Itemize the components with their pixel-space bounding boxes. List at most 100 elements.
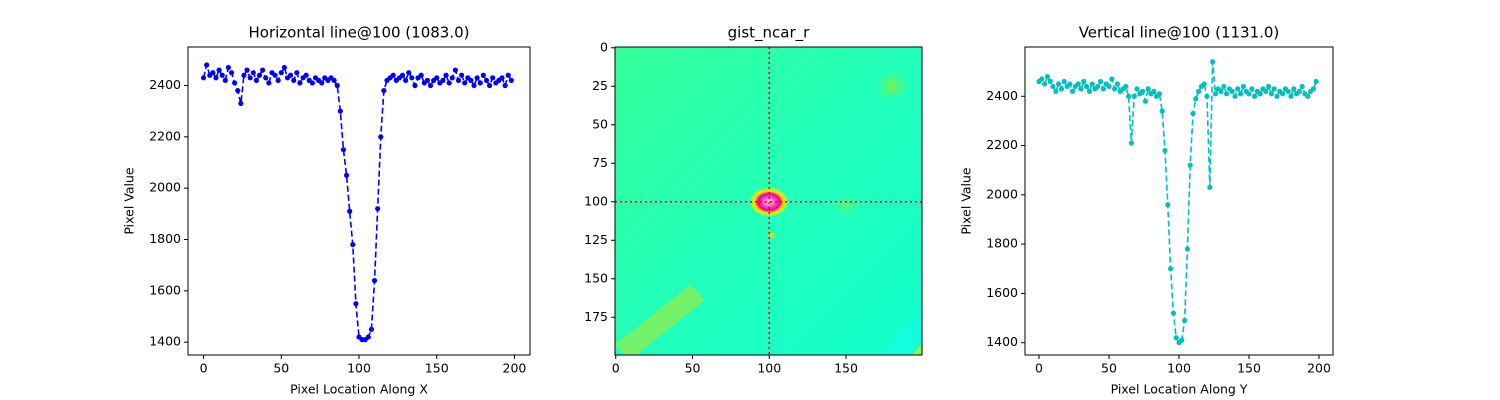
data-point [1229, 88, 1235, 94]
chart-title: gist_ncar_r [728, 24, 810, 43]
data-point [200, 75, 207, 81]
x-tick-label: 0 [1035, 361, 1043, 376]
data-point [459, 72, 465, 78]
data-point [228, 70, 235, 76]
data-point [278, 70, 284, 76]
data-point [1131, 93, 1137, 99]
x-tick-label: 150 [425, 361, 449, 376]
data-point [490, 75, 496, 81]
data-point [418, 72, 424, 78]
data-point [1252, 93, 1258, 99]
data-point [1123, 83, 1129, 90]
y-tick-label: 175 [584, 309, 608, 324]
data-point [1190, 110, 1196, 117]
y-tick-label: 2400 [986, 88, 1018, 103]
data-point [353, 301, 359, 307]
y-tick-label: 2200 [149, 128, 181, 143]
data-point [1089, 81, 1095, 87]
y-tick-label: 50 [592, 116, 608, 131]
data-point [1075, 81, 1081, 87]
data-point [1145, 86, 1151, 92]
data-point [334, 82, 340, 89]
data-point [1086, 88, 1092, 94]
data-point [275, 77, 281, 83]
data-point [1235, 86, 1241, 92]
data-point [1268, 91, 1274, 97]
data-point [1078, 86, 1084, 92]
y-tick-label: 1800 [149, 231, 181, 246]
data-point [253, 77, 259, 83]
data-point [452, 67, 458, 73]
data-point [1039, 76, 1045, 82]
data-point [443, 72, 449, 78]
data-point [1126, 93, 1132, 99]
data-point [399, 72, 406, 78]
data-point [244, 67, 250, 73]
chart-title: Horizontal line@100 (1083.0) [248, 24, 469, 42]
x-tick-label: 200 [1307, 361, 1331, 376]
y-tick-label: 1400 [149, 334, 181, 349]
data-point [1140, 88, 1146, 94]
data-point [1299, 83, 1305, 90]
data-point [483, 77, 490, 83]
y-axis-label: Pixel Value [122, 167, 137, 235]
axes-frame [1024, 46, 1334, 356]
data-point [365, 334, 371, 340]
data-point [508, 77, 514, 83]
y-tick-label: 0 [600, 39, 608, 54]
data-point [1296, 88, 1302, 94]
data-point [331, 77, 337, 83]
data-point [1162, 147, 1168, 154]
data-point [1212, 91, 1218, 97]
data-point [250, 70, 256, 76]
axes-frame [187, 46, 531, 356]
data-point [1142, 98, 1148, 104]
y-tick-label: 2000 [986, 186, 1018, 201]
data-point [1285, 88, 1291, 94]
data-point [232, 80, 238, 86]
data-point [474, 75, 480, 81]
y-tick-label: 1400 [986, 334, 1018, 349]
data-point [1288, 93, 1294, 99]
x-tick-label: 0 [200, 361, 208, 376]
y-tick-label: 1800 [986, 236, 1018, 251]
y-tick-label: 1600 [149, 282, 181, 297]
data-point [477, 80, 483, 86]
y-tick-label: 25 [592, 78, 608, 93]
data-point [1128, 140, 1134, 146]
data-point [1156, 91, 1162, 97]
y-tick-label: 2400 [149, 77, 181, 92]
x-tick-label: 0 [612, 361, 620, 376]
x-axis-label: Pixel Location Along X [290, 382, 428, 397]
data-point [294, 70, 300, 76]
y-tick-label: 100 [584, 193, 608, 208]
data-point [371, 277, 378, 284]
data-point [480, 72, 486, 78]
data-point [1238, 91, 1244, 97]
data-point [403, 77, 409, 83]
data-point [378, 134, 384, 140]
data-point [424, 77, 430, 83]
data-point [213, 75, 219, 81]
data-point [1207, 184, 1213, 191]
data-point [1151, 88, 1157, 94]
data-point [499, 75, 505, 81]
y-axis-label: Pixel Value [959, 167, 974, 235]
data-point [319, 80, 325, 86]
data-point [210, 70, 216, 76]
y-tick-label: 150 [584, 270, 608, 285]
data-point [1084, 83, 1090, 90]
data-point [1134, 86, 1140, 92]
data-point [1305, 93, 1311, 99]
data-point [486, 82, 493, 89]
x-tick-label: 50 [1101, 361, 1117, 376]
data-point [412, 82, 418, 89]
data-point [309, 80, 315, 86]
data-point [1081, 78, 1087, 85]
data-point [1313, 78, 1319, 85]
x-tick-label: 100 [757, 361, 781, 376]
data-point [409, 75, 415, 81]
data-point [297, 80, 303, 86]
data-point [1218, 88, 1224, 94]
data-point [1173, 335, 1179, 341]
